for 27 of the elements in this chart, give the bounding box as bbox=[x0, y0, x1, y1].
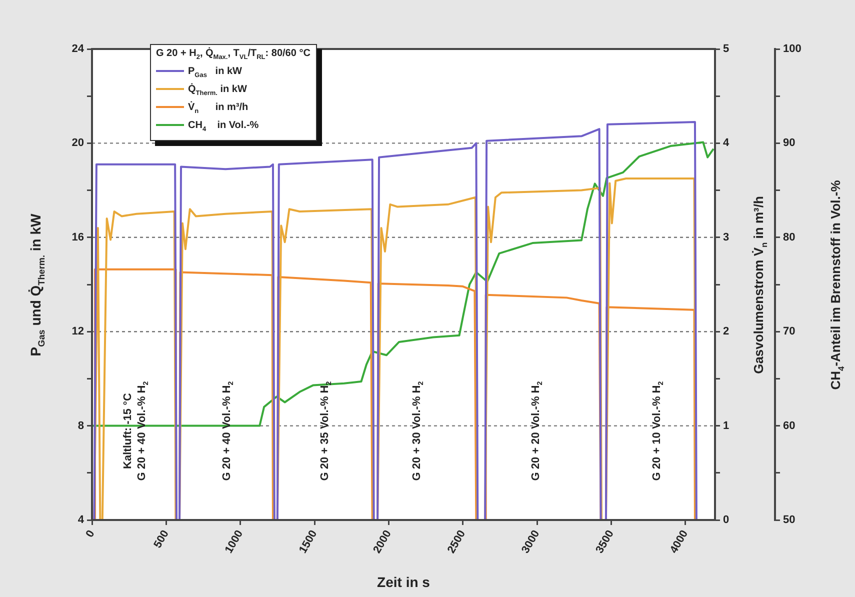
y-tick-label: 8 bbox=[78, 420, 84, 432]
y3-tick-label: 100 bbox=[783, 43, 802, 56]
y2-tick-label: 5 bbox=[723, 43, 730, 56]
y3-tick-label: 50 bbox=[783, 514, 796, 526]
y2-tick-label: 3 bbox=[723, 231, 730, 244]
text: P$_{Gas}$ in kW bbox=[188, 66, 242, 79]
y3-tick-label: 80 bbox=[783, 231, 796, 244]
y-tick-label: 20 bbox=[72, 137, 84, 150]
y3-tick-label: 90 bbox=[783, 137, 796, 150]
x-axis-title: Zeit in s bbox=[377, 574, 430, 590]
y2-tick-label: 0 bbox=[723, 514, 730, 526]
y-tick-label: 16 bbox=[72, 231, 84, 244]
y2-tick-label: 2 bbox=[723, 326, 730, 338]
annotation: Kaltluft: -15 °C bbox=[122, 392, 134, 468]
x-tick-label: 500 bbox=[152, 528, 172, 550]
y-tick-label: 4 bbox=[78, 514, 85, 526]
y-tick-label: 24 bbox=[72, 43, 85, 56]
y2-tick-label: 4 bbox=[723, 137, 730, 150]
legend-label: Q̇$_{Therm.}$ in kW bbox=[188, 84, 247, 97]
y3-tick-label: 70 bbox=[783, 326, 796, 338]
text: CH$_{4}$ in Vol.-% bbox=[188, 120, 259, 133]
x-tick-label: 0 bbox=[84, 528, 98, 540]
text: V̇$_{n}$ in m³/h bbox=[188, 102, 248, 115]
y2-tick-label: 1 bbox=[723, 420, 730, 432]
text: G 20 + H$_{2}$, Q̇$_{Max.}$, T$_{VL}$/T$_{RL}$: 80/60 °C bbox=[156, 48, 310, 61]
y3-tick-label: 60 bbox=[783, 420, 796, 432]
y-tick-label: 12 bbox=[72, 326, 84, 338]
